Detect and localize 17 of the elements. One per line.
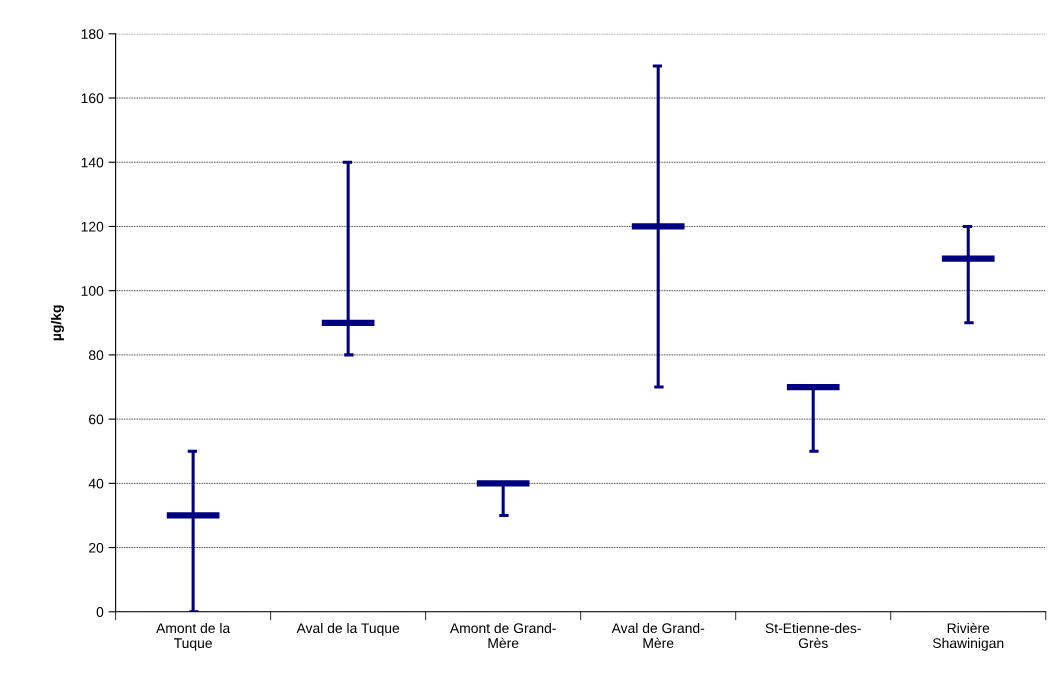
y-tick-label: 120 [81, 221, 104, 232]
x-tick-label: St-Etienne-des- Grès [765, 622, 861, 649]
x-tick-label: Amont de Grand- Mère [449, 622, 556, 649]
y-tick-label: 100 [81, 286, 104, 296]
y-tick-label: 160 [81, 93, 104, 104]
x-tick-label: Aval de Grand- Mère [611, 622, 705, 649]
x-tick-label: Aval de la Tuque [296, 622, 400, 636]
y-tick-label: 60 [89, 414, 104, 425]
y-tick-label: 180 [81, 29, 104, 39]
y-tick-label: 40 [88, 478, 104, 489]
x-tick-label: Rivière Shawinigan [932, 622, 1004, 651]
x-tick-label: Amont de la Tuque [156, 622, 231, 651]
y-tick-label: 140 [81, 157, 104, 168]
y-tick-label: 0 [96, 607, 104, 617]
y-tick-label: 20 [89, 542, 104, 553]
y-axis-title: µg/kg [50, 305, 64, 341]
y-tick-label: 80 [88, 350, 104, 361]
